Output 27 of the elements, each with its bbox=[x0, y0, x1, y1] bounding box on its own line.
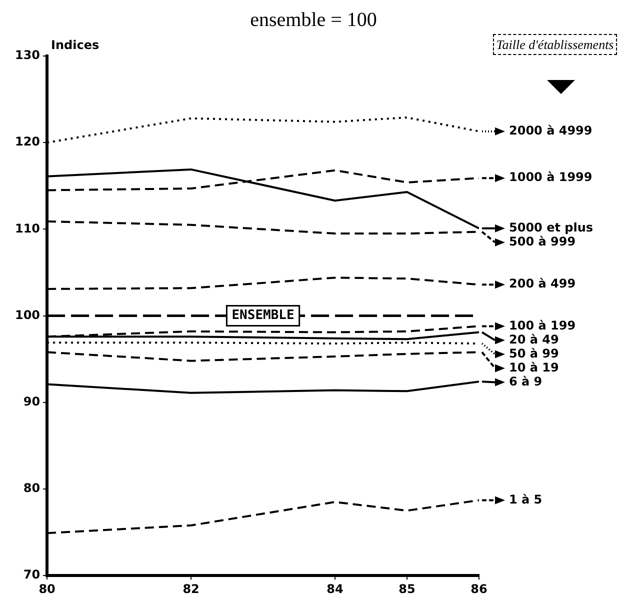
legend-label: 2000 à 4999 bbox=[509, 123, 592, 138]
legend-label: 1 à 5 bbox=[509, 492, 542, 506]
x-tick-label: 80 bbox=[38, 582, 56, 596]
y-tick-label: 100 bbox=[14, 308, 40, 322]
x-tick-label: 86 bbox=[470, 582, 488, 596]
legend-label: 5000 et plus bbox=[509, 220, 594, 234]
y-tick-label: 90 bbox=[23, 394, 40, 409]
chart-title: ensemble = 100 bbox=[249, 8, 378, 32]
legend-label: 500 à 999 bbox=[509, 234, 576, 248]
legend-label: 20 à 49 bbox=[509, 332, 559, 346]
legend-label: 6 à 9 bbox=[509, 374, 542, 388]
y-tick-label: 110 bbox=[14, 221, 40, 236]
x-tick-label: 84 bbox=[326, 582, 344, 596]
y-tick-label: 120 bbox=[14, 134, 40, 149]
legend-label: 10 à 19 bbox=[509, 360, 559, 374]
legend-label: 100 à 199 bbox=[509, 318, 576, 332]
y-axis-title: Indices bbox=[51, 38, 100, 52]
legend-title: Taille d'établissements bbox=[493, 34, 617, 55]
legend-label: 50 à 99 bbox=[509, 346, 559, 360]
x-tick-label: 85 bbox=[398, 582, 416, 596]
y-tick-label: 130 bbox=[14, 48, 40, 62]
legend-label: 200 à 499 bbox=[509, 276, 576, 291]
ref-line-label: ENSEMBLE bbox=[232, 308, 294, 324]
y-tick-label: 80 bbox=[23, 481, 40, 496]
x-tick-label: 82 bbox=[182, 582, 200, 596]
legend-label: 1000 à 1999 bbox=[509, 170, 592, 184]
y-tick-label: 70 bbox=[23, 568, 40, 582]
